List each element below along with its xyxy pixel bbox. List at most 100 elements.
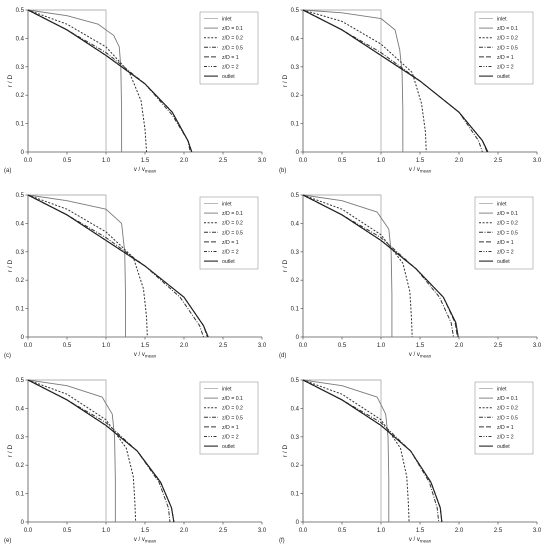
legend-entry: z/D = 1 bbox=[222, 425, 239, 431]
series-line-outlet bbox=[27, 194, 209, 338]
legend-entry: z/D = 0.5 bbox=[222, 415, 243, 421]
x-tick-label: 3.0 bbox=[258, 343, 267, 349]
series-line-outlet bbox=[302, 9, 489, 153]
series-line-z-d-0-2 bbox=[302, 379, 410, 523]
y-tick-label: 0.5 bbox=[291, 193, 300, 199]
y-axis-label: r / D bbox=[7, 75, 14, 88]
y-tick-label: 0.5 bbox=[16, 193, 25, 199]
legend-entry: z/D = 0.2 bbox=[222, 36, 243, 42]
panel-1: 0.0 0.5 1.0 1.5 2.0 2.5 3.0 0 0.1 0.2 0.3 0.4 0.5 v /… bbox=[4, 8, 267, 174]
series-line-z-d-0-5 bbox=[27, 9, 191, 153]
legend-entry: outlet bbox=[222, 74, 235, 80]
series-line-outlet bbox=[302, 379, 443, 523]
x-tick-label: 0.5 bbox=[63, 343, 72, 349]
legend-entry: inlet bbox=[222, 387, 232, 393]
x-tick-label: 0.0 bbox=[299, 158, 308, 164]
legend-entry: z/D = 0.5 bbox=[497, 415, 518, 421]
x-axis-label: v / vmean bbox=[134, 352, 157, 359]
series-line-outlet bbox=[27, 9, 193, 153]
series-line-z-d-2 bbox=[27, 379, 175, 523]
series-line-z-d-0-1 bbox=[302, 379, 390, 522]
x-tick-label: 3.0 bbox=[533, 158, 542, 164]
y-tick-label: 0.3 bbox=[291, 250, 300, 256]
legend-entry: z/D = 2 bbox=[497, 435, 514, 441]
legend-frame bbox=[199, 11, 259, 85]
x-axis-label: v / vmean bbox=[409, 352, 432, 359]
legend-entry: z/D = 1 bbox=[222, 55, 239, 61]
series-line-z-d-0-2 bbox=[302, 9, 427, 153]
legend-entry: z/D = 0.2 bbox=[222, 406, 243, 412]
series-line-z-d-0-2 bbox=[27, 9, 148, 153]
x-tick-label: 1.0 bbox=[102, 343, 111, 349]
legend-frame bbox=[474, 196, 534, 270]
x-tick-label: 2.0 bbox=[455, 158, 464, 164]
legend-entry: z/D = 0.2 bbox=[222, 221, 243, 227]
legend-entry: z/D = 0.2 bbox=[497, 406, 518, 412]
y-tick-label: 0.5 bbox=[291, 8, 300, 14]
y-tick-label: 0.3 bbox=[16, 435, 25, 441]
y-tick-label: 0 bbox=[21, 520, 25, 526]
series-line-z-d-1 bbox=[302, 379, 443, 523]
x-tick-label: 0.5 bbox=[338, 528, 347, 534]
x-tick-label: 1.5 bbox=[416, 528, 425, 534]
y-tick-label: 0 bbox=[296, 520, 300, 526]
panel-6: 0.0 0.5 1.0 1.5 2.0 2.5 3.0 0 0.1 0.2 0.3 0.4 0.5 v /… bbox=[279, 378, 542, 544]
y-tick-label: 0.5 bbox=[16, 8, 25, 14]
legend-frame bbox=[199, 381, 259, 455]
series-line-z-d-0-1 bbox=[302, 194, 393, 337]
x-tick-label: 1.5 bbox=[141, 528, 150, 534]
y-tick-label: 0.1 bbox=[291, 492, 300, 498]
legend-frame bbox=[474, 381, 534, 455]
panel-5: 0.0 0.5 1.0 1.5 2.0 2.5 3.0 0 0.1 0.2 0.3 0.4 0.5 v /… bbox=[4, 378, 267, 544]
legend-entry: outlet bbox=[222, 444, 235, 450]
series-line-inlet bbox=[28, 9, 107, 152]
panel-4: 0.0 0.5 1.0 1.5 2.0 2.5 3.0 0 0.1 0.2 0.3 0.4 0.5 v /… bbox=[279, 193, 542, 359]
y-tick-label: 0.1 bbox=[291, 122, 300, 128]
x-tick-label: 1.0 bbox=[377, 158, 386, 164]
series-line-z-d-1 bbox=[27, 194, 208, 338]
series-line-z-d-1 bbox=[27, 9, 193, 153]
x-tick-label: 2.0 bbox=[180, 343, 189, 349]
y-tick-label: 0.3 bbox=[291, 65, 300, 71]
x-tick-label: 1.0 bbox=[377, 528, 386, 534]
legend-entry: z/D = 1 bbox=[497, 240, 514, 246]
y-tick-label: 0.1 bbox=[291, 307, 300, 313]
x-tick-label: 2.5 bbox=[494, 343, 503, 349]
series-line-z-d-2 bbox=[302, 379, 443, 523]
legend-frame bbox=[199, 196, 259, 270]
legend-entry: outlet bbox=[497, 74, 510, 80]
y-axis-label: r / D bbox=[7, 445, 14, 458]
series-line-z-d-0-2 bbox=[27, 194, 148, 338]
x-tick-label: 1.5 bbox=[141, 158, 150, 164]
series-line-inlet bbox=[303, 379, 382, 522]
legend-entry: z/D = 0.5 bbox=[497, 45, 518, 51]
legend-entry: z/D = 0.5 bbox=[497, 230, 518, 236]
legend: inlet z/D = 0.1 z/D = 0.2 z/D = 0.5 z/D = 1 z… bbox=[199, 196, 259, 270]
x-tick-label: 3.0 bbox=[258, 158, 267, 164]
legend-entry: z/D = 0.1 bbox=[497, 26, 518, 32]
legend-entry: inlet bbox=[497, 17, 507, 23]
series-line-z-d-0-5 bbox=[302, 9, 483, 153]
x-tick-label: 2.5 bbox=[494, 158, 503, 164]
series-line-z-d-1 bbox=[27, 379, 175, 523]
x-tick-label: 0.5 bbox=[338, 158, 347, 164]
series-line-inlet bbox=[28, 379, 107, 522]
panel-2: 0.0 0.5 1.0 1.5 2.0 2.5 3.0 0 0.1 0.2 0.3 0.4 0.5 v /… bbox=[279, 8, 542, 174]
series-line-z-d-0-2 bbox=[302, 194, 413, 338]
x-tick-label: 2.5 bbox=[219, 343, 228, 349]
legend-entry: inlet bbox=[222, 202, 232, 208]
x-axis-label: v / vmean bbox=[134, 537, 157, 544]
legend-entry: z/D = 0.5 bbox=[222, 230, 243, 236]
legend-entry: z/D = 0.1 bbox=[222, 26, 243, 32]
legend-entry: z/D = 0.1 bbox=[497, 211, 518, 217]
y-tick-label: 0.4 bbox=[291, 406, 300, 412]
legend: inlet z/D = 0.1 z/D = 0.2 z/D = 0.5 z/D = 1 z… bbox=[474, 196, 534, 270]
x-tick-label: 1.0 bbox=[102, 158, 111, 164]
y-tick-label: 0 bbox=[296, 335, 300, 341]
legend-frame bbox=[474, 11, 534, 85]
panel-3: 0.0 0.5 1.0 1.5 2.0 2.5 3.0 0 0.1 0.2 0.3 0.4 0.5 v /… bbox=[4, 193, 267, 359]
x-tick-label: 3.0 bbox=[533, 343, 542, 349]
y-tick-label: 0.2 bbox=[291, 463, 300, 469]
x-tick-label: 3.0 bbox=[258, 528, 267, 534]
